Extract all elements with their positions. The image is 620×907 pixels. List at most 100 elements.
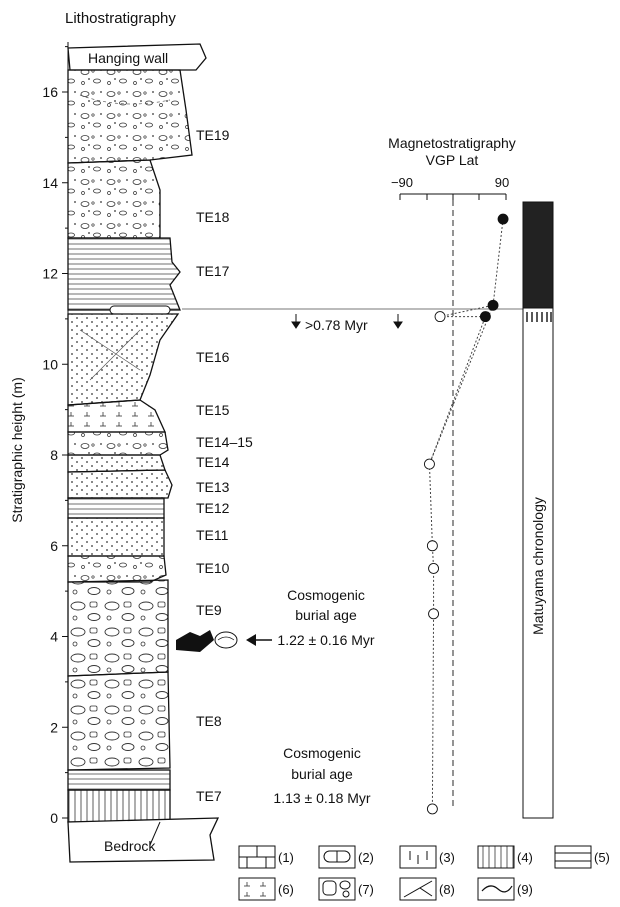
left-arrow-icon (246, 634, 256, 646)
legend-item-1: (1) (238, 845, 294, 869)
stone-tool-icon (214, 631, 238, 649)
hanging-wall-block (67, 43, 207, 71)
vgp-point-reversed (428, 608, 440, 620)
y-tick-label: 16 (42, 84, 58, 100)
legend-label-6: (6) (278, 882, 294, 897)
legend-item-5: (5) (554, 845, 610, 869)
y-tick-label: 6 (50, 538, 58, 554)
unit-label-te7: TE7 (196, 788, 222, 804)
boundary-lens (109, 305, 171, 315)
y-tick-label: 4 (50, 629, 58, 645)
unit-label-te16: TE16 (196, 349, 230, 365)
layer-te13 (67, 469, 173, 499)
brunhes-normal-bar (522, 201, 554, 309)
legend-label-2: (2) (358, 850, 374, 865)
te16-cross-lines (79, 329, 141, 381)
magneto-title: Magnetostratigraphy (388, 135, 516, 151)
strat-column: Hanging wall Bedrock (67, 43, 220, 863)
boundary-age-label: >0.78 Myr (305, 317, 368, 333)
legend-item-6: (6) (238, 877, 294, 901)
vgp-point-reversed (428, 562, 440, 574)
layer-te19 (67, 69, 193, 164)
vgp-tick-right: 90 (495, 175, 509, 190)
legend-item-8: (8) (399, 877, 455, 901)
legend-label-8: (8) (439, 882, 455, 897)
unit-label-te18: TE18 (196, 209, 230, 225)
unit-label-te14-15: TE14–15 (196, 434, 253, 450)
chronology-label: Matuyama chronology (530, 497, 546, 635)
vgp-axis-ticks (399, 194, 507, 200)
y-tick-label: 14 (42, 175, 58, 191)
unit-labels: TE19 TE18 TE17 TE16 TE15 TE14–15 TE14 TE13 TE12 T… (196, 127, 253, 804)
y-tick-label: 0 (50, 810, 58, 826)
layer-te15 (67, 399, 167, 433)
vgp-point-normal (487, 299, 499, 311)
te9-age-line1: Cosmogenic (287, 587, 365, 603)
unit-label-te13: TE13 (196, 479, 230, 495)
legend-item-4: (4) (477, 845, 533, 869)
unit-label-te11: TE11 (196, 527, 229, 543)
transition-hatch (526, 312, 552, 322)
unit-label-te8: TE8 (196, 713, 222, 729)
stone-tool-detail (217, 636, 235, 641)
y-tick-label: 2 (50, 719, 58, 735)
y-axis-label: Stratigraphic height (m) (9, 377, 25, 523)
legend-label-5: (5) (594, 850, 610, 865)
vgp-point-normal (479, 311, 491, 323)
unit-label-te12: TE12 (196, 500, 230, 516)
unit-label-te19: TE19 (196, 127, 230, 143)
unit-label-te14: TE14 (196, 454, 230, 470)
bedrock-block (67, 817, 220, 863)
hanging-wall-label: Hanging wall (88, 50, 168, 66)
y-tick-label: 10 (42, 356, 58, 372)
layer-te12 (67, 497, 165, 519)
te7-age-value: 1.13 ± 0.18 Myr (273, 790, 371, 806)
layer-te9 (67, 579, 169, 677)
vgp-tick-left: −90 (391, 175, 413, 190)
y-axis-ticks: 0 2 4 6 8 10 12 14 16 (42, 46, 68, 826)
vgp-point-normal (497, 213, 509, 225)
y-tick-label: 8 (50, 447, 58, 463)
te9-age-value: 1.22 ± 0.16 Myr (277, 632, 375, 648)
layer-te14-15 (67, 431, 169, 456)
te9-age-line2: burial age (295, 607, 357, 623)
hominin-mandible-icon (176, 630, 214, 652)
unit-label-te17: TE17 (196, 263, 230, 279)
layer-te7-upper (67, 769, 171, 791)
layer-te16 (67, 313, 180, 406)
bedrock-fracture (149, 821, 161, 846)
layer-te14 (67, 454, 166, 473)
legend-item-9: (9) (477, 877, 533, 901)
vgp-point-reversed (426, 803, 438, 815)
unit-label-te15: TE15 (196, 402, 230, 418)
layer-te11 (67, 517, 165, 557)
magneto-subtitle: VGP Lat (426, 152, 479, 168)
legend: (1) (2) (3) (4) (5) (6) (7) (238, 845, 610, 901)
vgp-point-reversed (423, 458, 435, 470)
legend-label-1: (1) (278, 850, 294, 865)
vgp-connector-line (428, 305, 494, 465)
layer-te7-lower (67, 789, 171, 823)
legend-item-3: (3) (399, 845, 455, 869)
y-tick-label: 12 (42, 266, 58, 282)
column-title: Lithostratigraphy (65, 10, 176, 27)
bedrock-label: Bedrock (104, 838, 156, 854)
unit-label-te10: TE10 (196, 560, 230, 576)
vgp-plot (423, 213, 509, 815)
layer-te8 (67, 671, 171, 771)
vgp-point-reversed (434, 311, 446, 323)
legend-label-7: (7) (358, 882, 374, 897)
boundary-arrows (291, 314, 403, 329)
te7-age-line2: burial age (291, 766, 353, 782)
te19-internal-line (79, 94, 171, 105)
legend-label-4: (4) (517, 850, 533, 865)
legend-item-7: (7) (318, 877, 374, 901)
vgp-point-reversed (426, 540, 438, 552)
unit-label-te9: TE9 (196, 602, 222, 618)
layer-te10 (67, 555, 167, 583)
layer-te17 (67, 237, 181, 311)
te7-age-line1: Cosmogenic (283, 745, 361, 761)
layer-te18 (67, 159, 161, 239)
matuyama-bar (522, 307, 554, 819)
